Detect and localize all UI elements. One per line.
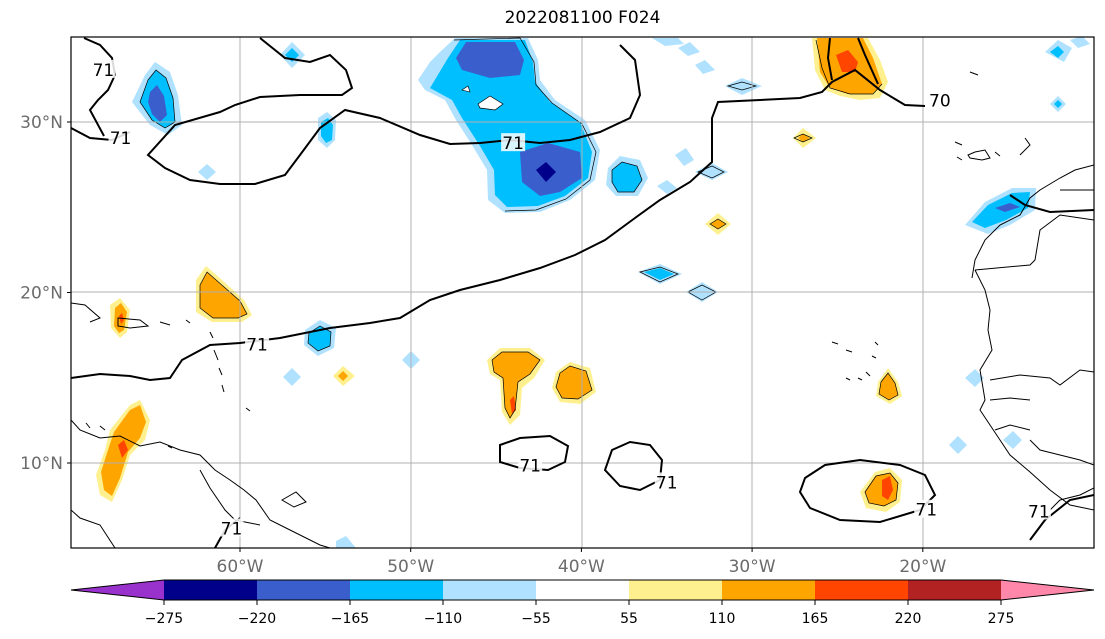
colorbar-bin	[443, 580, 537, 600]
map-title: 2022081100 F024	[504, 8, 661, 28]
contour-label-bg	[654, 472, 679, 491]
contour-lines	[71, 37, 1094, 548]
colorbar-tick-label: −110	[424, 611, 462, 627]
colorbar-tick-label: 165	[802, 611, 829, 627]
contour-label: 71	[502, 134, 524, 154]
contour-label: 71	[221, 519, 243, 539]
map-panel: 71 71 71 70 71 71 71 71 71 71 60°W 50°W 40°W 30°W 20°…	[20, 36, 1095, 577]
colorbar-tick-label: 275	[988, 611, 1015, 627]
lat-tick-label: 30°N	[20, 113, 63, 133]
colorbar-tick-label: −165	[331, 611, 369, 627]
lon-tick-label: 40°W	[558, 557, 605, 577]
contour-label-bg	[91, 59, 116, 78]
colorbar-bin	[350, 580, 444, 600]
contour-label-bg	[927, 90, 952, 109]
contour-label: 70	[929, 92, 951, 112]
coastlines	[71, 71, 1094, 548]
colorbar-tick-label: 55	[620, 611, 638, 627]
colorbar-bin	[629, 580, 723, 600]
lon-tick-label: 20°W	[899, 557, 946, 577]
colorbar-bin	[536, 580, 630, 600]
gridlines	[71, 37, 1094, 548]
contour-label: 71	[1028, 502, 1050, 522]
longitude-labels: 60°W 50°W 40°W 30°W 20°W	[217, 548, 946, 577]
colorbar-tick-label: 220	[895, 611, 922, 627]
latitude-labels: 30°N 20°N 10°N	[20, 113, 71, 474]
colorbar-bin	[257, 580, 351, 600]
lon-tick-label: 50°W	[387, 557, 434, 577]
contour-label: 71	[110, 129, 132, 149]
contour-label-bg	[219, 518, 244, 537]
contour-label-bg	[914, 499, 939, 518]
colorbar-tick-label: −220	[238, 611, 276, 627]
colorbar: −275 −220 −165 −110 −55 55 110 165 220 275	[70, 579, 1095, 627]
colorbar-bin	[815, 580, 909, 600]
contour-labels: 71 71 71 70 71 71 71 71 71 71	[91, 59, 1051, 539]
contour-label: 71	[93, 61, 115, 81]
contour-label: 71	[519, 456, 541, 476]
colorbar-extend-max	[1001, 580, 1094, 600]
colorbar-tick-label: −55	[521, 611, 551, 627]
lon-tick-label: 30°W	[729, 557, 776, 577]
contour-label: 71	[656, 473, 678, 493]
contour-label: 71	[915, 501, 937, 521]
colorbar-extend-min	[71, 580, 164, 600]
colorbar-bin	[908, 580, 1002, 600]
colorbar-bin	[722, 580, 816, 600]
contour-label-bg	[245, 334, 270, 353]
colorbar-bin	[164, 580, 258, 600]
colorbar-tick-label: −275	[145, 611, 183, 627]
contour-label: 71	[246, 335, 268, 355]
contour-label-bg	[501, 133, 526, 152]
lat-tick-label: 20°N	[20, 284, 63, 304]
contour-label-bg	[1026, 501, 1051, 520]
lon-tick-label: 60°W	[217, 557, 264, 577]
lat-tick-label: 10°N	[20, 454, 63, 474]
contour-label-bg	[518, 455, 543, 474]
contour-label-bg	[108, 128, 133, 147]
colorbar-tick-label: 110	[709, 611, 736, 627]
